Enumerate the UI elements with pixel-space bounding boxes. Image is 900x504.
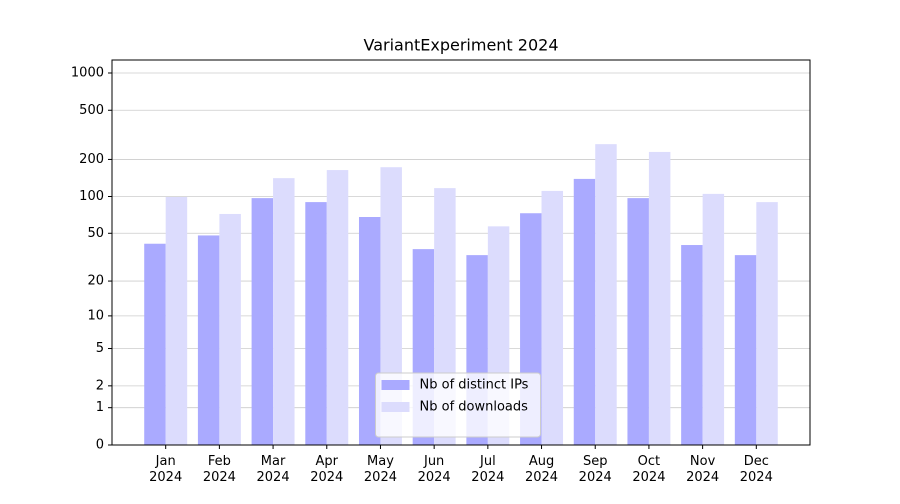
x-tick-label: Oct 2024 [632, 454, 665, 485]
legend-label: Nb of downloads [420, 400, 529, 415]
y-tick-label: 50 [87, 226, 104, 241]
x-tick-label: Nov 2024 [686, 454, 719, 485]
y-tick-label: 500 [79, 103, 104, 118]
legend-swatch [381, 380, 410, 390]
legend-box [375, 372, 541, 438]
plot-frame [111, 59, 811, 446]
legend-swatch [381, 402, 410, 412]
x-tick-label: Mar 2024 [257, 454, 290, 485]
y-tick-label: 1 [96, 400, 104, 415]
bar [681, 245, 703, 445]
bar [144, 243, 166, 445]
y-tick-label: 200 [79, 152, 104, 167]
bar [734, 255, 757, 445]
y-tick-label: 100 [79, 189, 104, 204]
bar [756, 202, 778, 445]
x-tick-label: Aug 2024 [525, 454, 558, 485]
chart-title: VariantExperiment 2024 [364, 36, 559, 55]
bar [595, 144, 617, 445]
y-tick-label: 1000 [71, 65, 104, 80]
x-tick-label: May 2024 [364, 454, 397, 485]
bar [326, 170, 349, 445]
x-tick-label: Jun 2024 [418, 454, 451, 485]
bar [627, 198, 649, 445]
bar [305, 202, 327, 445]
bar [219, 213, 241, 445]
bar [541, 190, 564, 445]
legend-label: Nb of distinct IPs [420, 378, 529, 393]
y-tick-label: 2 [96, 378, 104, 393]
y-tick-label: 5 [96, 341, 104, 356]
x-tick-label: Feb 2024 [203, 454, 236, 485]
bar [197, 235, 220, 445]
bar [573, 178, 596, 446]
y-tick-label: 0 [96, 438, 104, 453]
bar [251, 198, 274, 445]
x-tick-label: Apr 2024 [310, 454, 343, 485]
x-tick-label: Jan 2024 [149, 454, 182, 485]
bar [648, 151, 671, 445]
x-tick-label: Sep 2024 [579, 454, 612, 485]
x-tick-label: Jul 2024 [471, 454, 504, 485]
legend: Nb of distinct IPs Nb of downloads [375, 372, 541, 438]
bar [273, 178, 295, 446]
x-tick-label: Dec 2024 [740, 454, 773, 485]
bar [165, 197, 188, 445]
bar [702, 193, 725, 445]
y-tick-label: 20 [87, 274, 104, 289]
y-tick-label: 10 [87, 308, 104, 323]
